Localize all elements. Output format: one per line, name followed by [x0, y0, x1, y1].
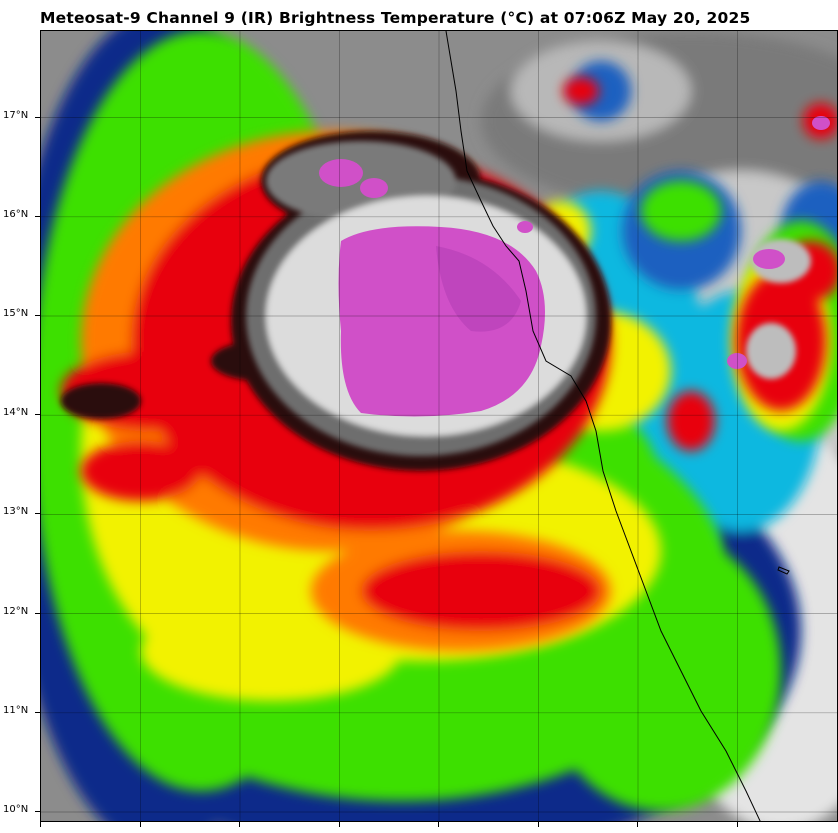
longitude-tick — [438, 822, 439, 827]
longitude-tick — [736, 822, 738, 827]
longitude-tick — [239, 822, 240, 827]
latitude-tick — [35, 612, 40, 614]
latitude-tick — [35, 711, 40, 713]
latitude-tick — [35, 315, 40, 316]
latitude-tick — [35, 116, 40, 118]
latitude-label: 14°N — [3, 407, 29, 419]
latitude-label: 13°N — [3, 506, 29, 518]
longitude-tick — [537, 822, 539, 827]
latitude-label: 12°N — [3, 605, 29, 617]
longitude-tick — [139, 822, 141, 827]
longitude-tick — [338, 822, 340, 827]
latitude-label: 11°N — [3, 704, 29, 716]
island-outline — [777, 566, 790, 575]
coastline — [445, 31, 761, 821]
graticule — [41, 31, 837, 821]
latitude-tick — [35, 414, 40, 416]
latitude-tick — [35, 811, 40, 812]
latitude-label: 15°N — [3, 308, 29, 319]
latitude-tick — [35, 215, 40, 217]
map-title: Meteosat-9 Channel 9 (IR) Brightness Tem… — [40, 9, 751, 27]
longitude-tick — [637, 822, 638, 827]
satellite-image — [40, 30, 838, 822]
latitude-label: 16°N — [3, 208, 29, 220]
longitude-tick — [40, 822, 41, 827]
coldest-cloud-tops — [319, 116, 830, 417]
latitude-label: 17°N — [3, 109, 29, 121]
latitude-label: 10°N — [3, 804, 29, 815]
latitude-tick — [35, 513, 40, 515]
